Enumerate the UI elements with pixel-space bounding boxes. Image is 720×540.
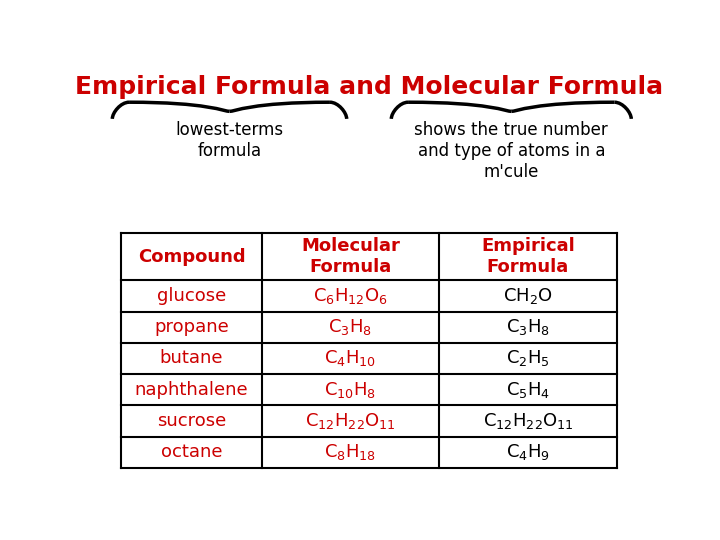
Text: C$_8$H$_{18}$: C$_8$H$_{18}$ <box>324 442 377 462</box>
Text: sucrose: sucrose <box>157 412 226 430</box>
Text: C$_4$H$_{10}$: C$_4$H$_{10}$ <box>324 348 377 368</box>
Text: Molecular
Formula: Molecular Formula <box>301 237 400 276</box>
Text: butane: butane <box>160 349 223 368</box>
Text: C$_{12}$H$_{22}$O$_{11}$: C$_{12}$H$_{22}$O$_{11}$ <box>305 411 396 431</box>
Text: Empirical
Formula: Empirical Formula <box>481 237 575 276</box>
Text: C$_3$H$_8$: C$_3$H$_8$ <box>328 317 372 337</box>
Text: C$_5$H$_4$: C$_5$H$_4$ <box>506 380 550 400</box>
Text: propane: propane <box>154 318 229 336</box>
Text: C$_6$H$_{12}$O$_6$: C$_6$H$_{12}$O$_6$ <box>313 286 388 306</box>
Text: C$_2$H$_5$: C$_2$H$_5$ <box>506 348 550 368</box>
Text: Empirical Formula and Molecular Formula: Empirical Formula and Molecular Formula <box>75 75 663 99</box>
Text: glucose: glucose <box>157 287 226 305</box>
Text: octane: octane <box>161 443 222 462</box>
Text: C$_{10}$H$_8$: C$_{10}$H$_8$ <box>324 380 377 400</box>
Text: lowest-terms
formula: lowest-terms formula <box>176 121 284 160</box>
Text: C$_{12}$H$_{22}$O$_{11}$: C$_{12}$H$_{22}$O$_{11}$ <box>482 411 573 431</box>
Text: C$_4$H$_9$: C$_4$H$_9$ <box>506 442 550 462</box>
Text: shows the true number
and type of atoms in a
m'cule: shows the true number and type of atoms … <box>415 121 608 180</box>
Text: naphthalene: naphthalene <box>135 381 248 399</box>
Text: Compound: Compound <box>138 248 246 266</box>
Text: C$_3$H$_8$: C$_3$H$_8$ <box>506 317 550 337</box>
Text: CH$_2$O: CH$_2$O <box>503 286 553 306</box>
